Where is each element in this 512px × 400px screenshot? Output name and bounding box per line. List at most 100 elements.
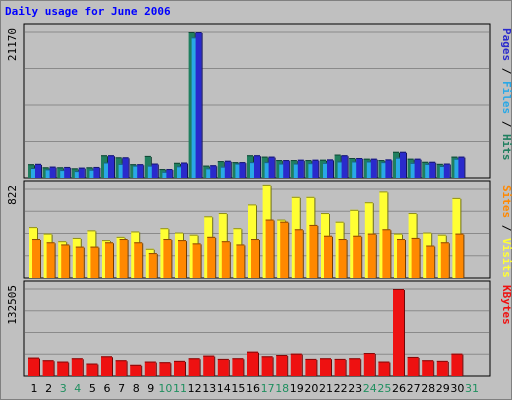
bar-files-17: [264, 162, 271, 178]
bar-pages-14: [224, 160, 231, 178]
bar-pages-5: [93, 166, 100, 178]
x-tick-day-24: 24: [363, 382, 377, 395]
bar-pages-13: [210, 165, 217, 178]
bar-sites-24: [367, 233, 376, 278]
bar-pages-16: [254, 155, 260, 178]
bar-files-11: [177, 166, 183, 178]
bar-pages-6: [108, 155, 114, 178]
bar-sites-13: [207, 236, 216, 278]
bar-sites-23: [353, 235, 362, 278]
x-tick-day-29: 29: [436, 382, 450, 395]
bar-pages-21: [327, 159, 333, 178]
bar-sites-8: [134, 242, 143, 278]
bar-files-29: [439, 165, 446, 178]
bar-files-10: [162, 171, 169, 178]
bar-files-13: [206, 168, 213, 178]
bar-kbytes-5: [86, 363, 98, 376]
bar-pages-11: [181, 162, 187, 178]
bar-pages-19: [297, 159, 304, 178]
bar-kbytes-29: [436, 360, 448, 376]
bar-sites-9: [148, 253, 157, 278]
bar-pages-25: [385, 159, 392, 178]
bar-sites-30: [455, 233, 464, 278]
bar-sites-12: [192, 243, 201, 278]
x-tick-day-23: 23: [348, 382, 362, 395]
bar-pages-2: [49, 166, 56, 178]
bar-pages-7: [122, 157, 129, 178]
x-tick-day-26: 26: [392, 382, 406, 395]
bar-kbytes-15: [232, 358, 244, 376]
bar-pages-17: [268, 156, 275, 178]
bar-kbytes-26: [393, 289, 404, 376]
x-tick-day-28: 28: [421, 382, 435, 395]
ymax-label-bottom: 132505: [6, 285, 19, 325]
bar-files-16: [250, 162, 256, 178]
bar-sites-19: [294, 229, 303, 278]
legend-part-middle-2: Visits: [500, 238, 512, 278]
bar-kbytes-8: [130, 364, 142, 376]
x-tick-day-7: 7: [118, 382, 125, 395]
bar-files-23: [352, 161, 359, 178]
x-tick-day-3: 3: [60, 382, 67, 395]
bar-kbytes-30: [451, 353, 463, 376]
bar-kbytes-9: [144, 361, 156, 376]
x-tick-day-30: 30: [450, 382, 464, 395]
bar-kbytes-21: [320, 358, 331, 376]
bar-pages-22: [341, 155, 348, 178]
bar-kbytes-6: [101, 356, 112, 376]
bar-files-28: [425, 163, 432, 178]
bar-pages-18: [283, 160, 290, 178]
bar-pages-3: [64, 166, 71, 178]
bar-files-1: [31, 168, 37, 178]
x-tick-day-8: 8: [133, 382, 140, 395]
bar-sites-7: [119, 239, 128, 278]
bar-pages-4: [78, 167, 85, 178]
bar-kbytes-28: [422, 360, 434, 376]
bar-files-5: [89, 169, 96, 178]
bar-kbytes-19: [290, 353, 302, 376]
x-tick-day-6: 6: [104, 382, 111, 395]
bar-kbytes-11: [174, 360, 185, 376]
legend-part-top-2: Files: [500, 81, 512, 114]
bar-files-22: [337, 161, 344, 178]
bar-kbytes-22: [334, 358, 346, 376]
bar-files-3: [60, 170, 67, 178]
x-tick-day-1: 1: [31, 382, 38, 395]
ymax-label-middle: 822: [6, 185, 19, 205]
legend-part-top-1: /: [500, 61, 512, 81]
bar-files-6: [104, 162, 110, 178]
bar-sites-15: [236, 244, 245, 278]
legend-part-top-4: Hits: [500, 134, 512, 161]
x-tick-day-22: 22: [334, 382, 348, 395]
chart-title: Daily usage for June 2006: [5, 5, 171, 18]
bar-kbytes-7: [115, 360, 127, 376]
bar-kbytes-10: [159, 362, 171, 376]
bar-kbytes-27: [407, 356, 419, 376]
bar-kbytes-20: [305, 358, 317, 376]
x-tick-day-5: 5: [89, 382, 96, 395]
bar-kbytes-13: [203, 355, 215, 376]
bar-pages-23: [356, 158, 363, 178]
bar-sites-11: [178, 240, 186, 278]
x-tick-day-31: 31: [465, 382, 479, 395]
panel-top: [23, 23, 491, 179]
bar-files-27: [410, 162, 417, 178]
bar-kbytes-23: [349, 358, 361, 376]
bar-sites-4: [75, 246, 84, 278]
bar-kbytes-18: [276, 354, 288, 376]
bar-files-20: [308, 163, 315, 178]
legend-part-bottom-0: KBytes: [500, 285, 512, 325]
bar-pages-12: [195, 32, 202, 178]
x-tick-day-13: 13: [202, 382, 216, 395]
x-tick-day-19: 19: [290, 382, 304, 395]
bar-files-26: [396, 157, 402, 178]
bar-pages-10: [166, 169, 173, 178]
bar-pages-15: [239, 162, 246, 178]
x-tick-day-2: 2: [45, 382, 52, 395]
bar-sites-17: [265, 219, 274, 278]
bar-pages-1: [35, 163, 41, 178]
x-tick-day-27: 27: [407, 382, 421, 395]
bar-pages-29: [443, 163, 450, 178]
bar-sites-6: [105, 242, 113, 278]
